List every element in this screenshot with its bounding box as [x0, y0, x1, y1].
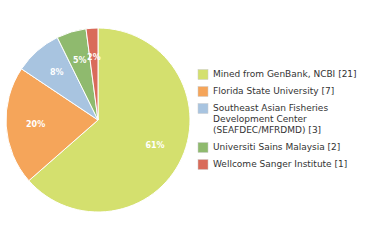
legend-item: Universiti Sains Malaysia [2] [198, 142, 340, 153]
data-labels: 61% 20% 8% 5%2% [26, 53, 165, 150]
slice [86, 28, 98, 120]
legend-label: Wellcome Sanger Institute [1] [213, 159, 347, 169]
data-label: 8% [50, 68, 64, 77]
pie [6, 28, 190, 212]
legend-swatch [198, 160, 208, 170]
chart: 61% 20% 8% 5%2% Mined from GenBank, NCBI [21… [0, 0, 380, 240]
legend-item: Mined from GenBank, NCBI [21] [198, 69, 357, 80]
legend-item: Florida State University [7] [198, 86, 334, 97]
legend-swatch [198, 104, 208, 114]
legend-item: Wellcome Sanger Institute [1] [198, 159, 347, 170]
legend: Mined from GenBank, NCBI [21] Florida Sta… [198, 69, 357, 170]
data-label: 2% [87, 53, 101, 62]
data-label: 61% [145, 141, 164, 150]
legend-label: Florida State University [7] [213, 86, 334, 96]
legend-swatch [198, 70, 208, 80]
legend-swatch [198, 87, 208, 97]
legend-swatch [198, 143, 208, 153]
legend-label: Mined from GenBank, NCBI [21] [213, 69, 357, 79]
data-label: 5% [73, 56, 87, 65]
legend-item: Southeast Asian FisheriesDevelopment Cen… [198, 103, 328, 135]
legend-label: Southeast Asian FisheriesDevelopment Cen… [213, 103, 328, 135]
data-label: 20% [26, 120, 45, 129]
legend-label: Universiti Sains Malaysia [2] [213, 142, 340, 152]
